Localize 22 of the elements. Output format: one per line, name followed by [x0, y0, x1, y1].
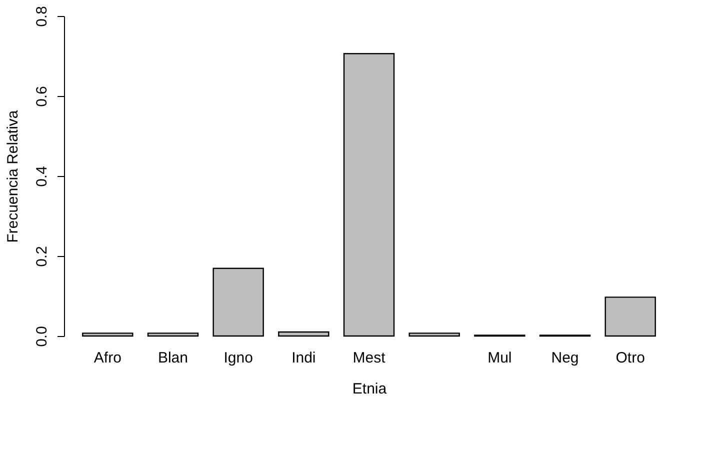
- y-tick-label: 0.2: [34, 246, 50, 267]
- x-tick-label: Mul: [488, 350, 512, 366]
- y-axis-title: Frecuencia Relativa: [4, 110, 22, 243]
- x-tick-label: Afro: [94, 350, 122, 366]
- x-tick-label: Mest: [352, 350, 386, 366]
- bar: [343, 53, 395, 337]
- y-tick-label: 0.8: [34, 6, 50, 27]
- y-tick-label: 0.4: [34, 166, 50, 187]
- x-tick-label: Neg: [551, 350, 579, 366]
- bar: [82, 332, 134, 337]
- bar: [147, 332, 199, 337]
- bar: [212, 268, 264, 337]
- x-tick-label: Otro: [616, 350, 645, 366]
- x-axis-title: Etnia: [352, 380, 388, 398]
- x-tick-label: Blan: [158, 350, 188, 366]
- y-tick-label: 0.6: [34, 86, 50, 107]
- bar: [278, 331, 330, 337]
- x-tick-label: Indi: [292, 350, 316, 366]
- bar: [408, 332, 460, 337]
- bar: [604, 296, 656, 337]
- y-tick-label: 0.0: [34, 326, 50, 347]
- x-tick-label: Igno: [224, 350, 253, 366]
